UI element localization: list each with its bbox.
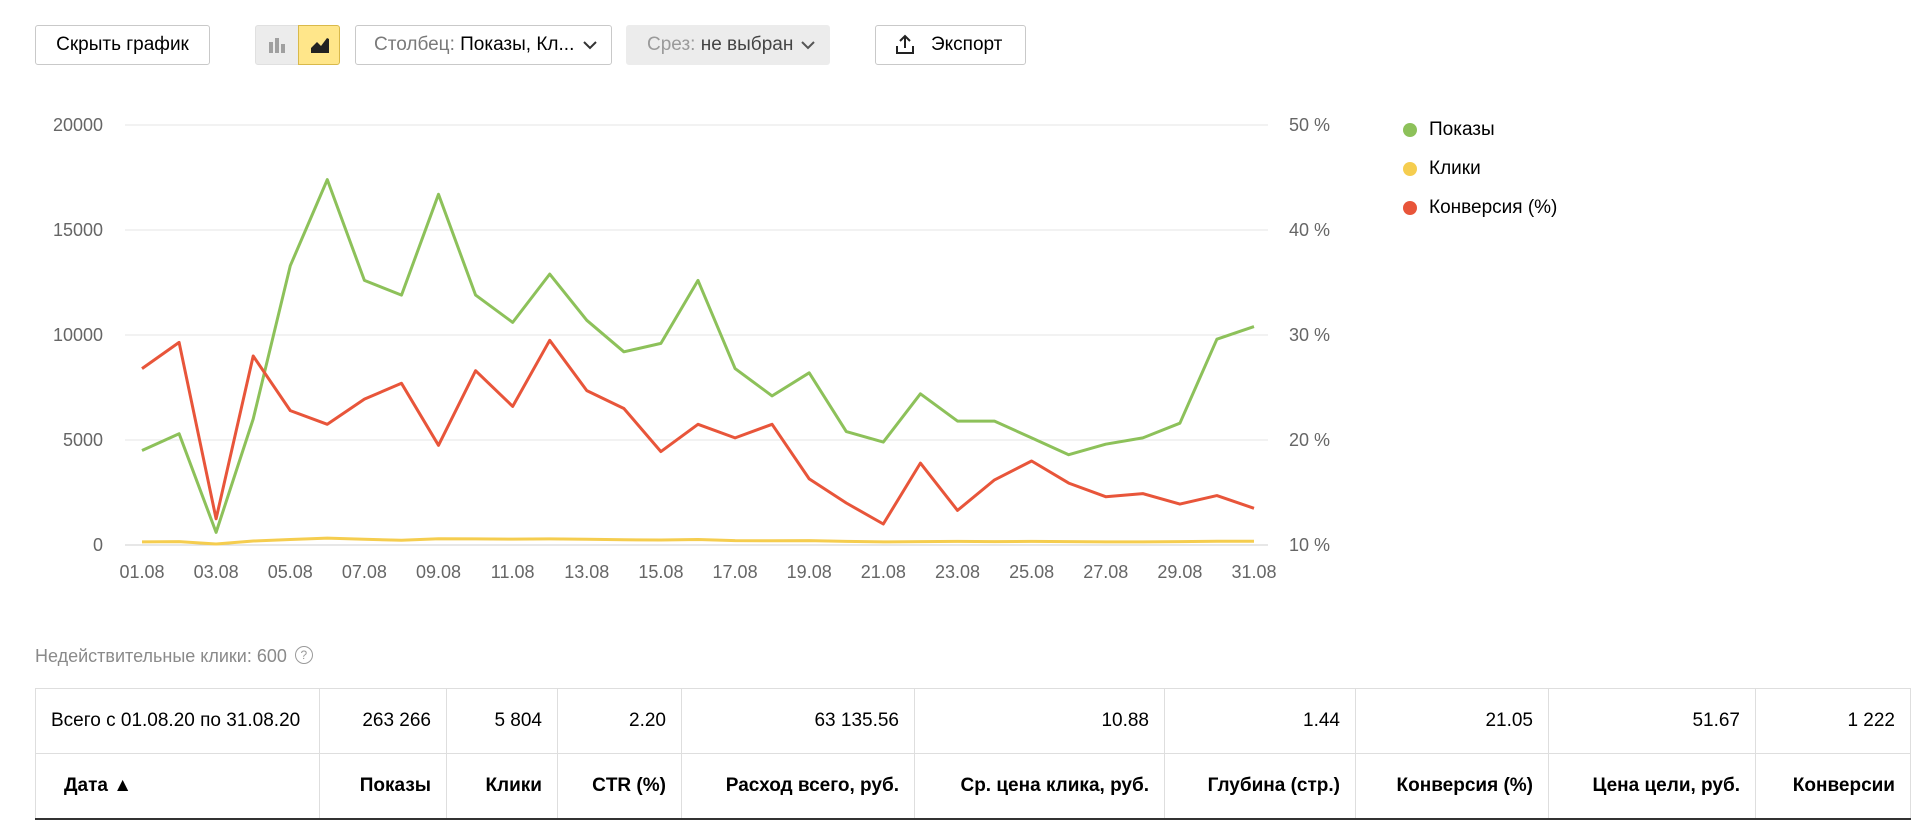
- x-axis-tick-label: 11.08: [491, 562, 535, 582]
- export-icon: [896, 34, 914, 54]
- y-axis-left-tick-label: 5000: [63, 430, 103, 450]
- total-cell: 21.05: [1355, 688, 1549, 754]
- invalid-clicks-label: Недействительные клики: 600: [35, 646, 287, 666]
- area-chart-icon: [311, 38, 329, 53]
- x-axis-tick-label: 09.08: [416, 562, 461, 582]
- y-axis-left-tick-label: 15000: [53, 220, 103, 240]
- total-cell: 263 266: [319, 688, 447, 754]
- stats-table: Всего с 01.08.20 по 31.08.20 263 266 5 8…: [35, 688, 1911, 820]
- help-icon[interactable]: ?: [294, 646, 313, 664]
- invalid-clicks-note: Недействительные клики: 600?: [35, 646, 313, 667]
- column-select[interactable]: Столбец: Показы, Кл...: [355, 25, 612, 65]
- slice-select[interactable]: Срез: не выбран: [626, 25, 830, 65]
- legend-dot: [1403, 162, 1417, 176]
- column-select-prefix: Столбец:: [374, 34, 455, 55]
- line-chart: 20000 50 % 15000 40 % 10000 30 % 5000 20 % 0 10 %…: [53, 115, 1330, 582]
- column-header-ctr[interactable]: CTR (%): [557, 753, 682, 820]
- x-axis-tick-label: 07.08: [342, 562, 387, 582]
- y-axis-right-tick-label: 20 %: [1289, 430, 1330, 450]
- column-header-goal-cost[interactable]: Цена цели, руб.: [1548, 753, 1756, 820]
- series-line: [141, 536, 1254, 546]
- legend-dot: [1403, 123, 1417, 137]
- slice-select-value: не выбран: [700, 34, 794, 55]
- header-row: Дата ▲ Показы Клики CTR (%) Расход всего…: [35, 753, 1911, 820]
- x-axis-tick-label: 31.08: [1231, 562, 1276, 582]
- bar-chart-toggle-button[interactable]: [255, 25, 299, 65]
- y-axis-right-tick-label: 10 %: [1289, 535, 1330, 555]
- hide-chart-button[interactable]: Скрыть график: [35, 25, 210, 65]
- column-header-depth[interactable]: Глубина (стр.): [1164, 753, 1356, 820]
- legend-label: Показы: [1429, 119, 1495, 140]
- column-header-conversions[interactable]: Конверсии: [1755, 753, 1911, 820]
- total-cell: Всего с 01.08.20 по 31.08.20: [35, 688, 320, 754]
- y-axis-left-tick-label: 20000: [53, 115, 103, 135]
- column-header-clicks[interactable]: Клики: [446, 753, 558, 820]
- series-line: [141, 178, 1255, 534]
- x-axis-tick-label: 13.08: [564, 562, 609, 582]
- y-axis-left-tick-label: 0: [93, 535, 103, 555]
- x-axis-tick-label: 01.08: [119, 562, 164, 582]
- slice-select-prefix: Срез:: [647, 34, 696, 55]
- x-axis-tick-label: 25.08: [1009, 562, 1054, 582]
- y-axis-left-tick-label: 10000: [53, 325, 103, 345]
- column-header-impressions[interactable]: Показы: [319, 753, 447, 820]
- y-axis-right-tick-label: 30 %: [1289, 325, 1330, 345]
- export-button[interactable]: Экспорт: [875, 25, 1026, 65]
- x-axis-tick-label: 27.08: [1083, 562, 1128, 582]
- series-line: [141, 338, 1255, 526]
- y-axis-right-tick-label: 50 %: [1289, 115, 1330, 135]
- total-cell: 5 804: [446, 688, 558, 754]
- column-header-spend[interactable]: Расход всего, руб.: [681, 753, 915, 820]
- x-axis-tick-label: 15.08: [638, 562, 683, 582]
- x-axis-tick-label: 29.08: [1157, 562, 1202, 582]
- legend-dot: [1403, 201, 1417, 215]
- y-axis-right-tick-label: 40 %: [1289, 220, 1330, 240]
- total-cell: 63 135.56: [681, 688, 915, 754]
- legend-label: Клики: [1429, 158, 1481, 179]
- column-select-value: Показы, Кл...: [460, 34, 575, 55]
- x-axis-tick-label: 19.08: [787, 562, 832, 582]
- x-axis-tick-label: 05.08: [268, 562, 313, 582]
- x-axis-tick-label: 03.08: [194, 562, 239, 582]
- area-chart-toggle-button[interactable]: [298, 25, 340, 65]
- total-cell: 1 222: [1755, 688, 1911, 754]
- x-axis-tick-label: 17.08: [713, 562, 758, 582]
- column-header-conversion-rate[interactable]: Конверсия (%): [1355, 753, 1549, 820]
- x-axis-tick-label: 21.08: [861, 562, 906, 582]
- total-cell: 2.20: [557, 688, 682, 754]
- x-axis-tick-label: 23.08: [935, 562, 980, 582]
- toolbar: Скрыть график Столбец: Показы, Кл... Сре…: [0, 0, 1920, 90]
- total-cell: 1.44: [1164, 688, 1356, 754]
- column-header-date[interactable]: Дата ▲: [35, 753, 320, 820]
- total-cell: 10.88: [914, 688, 1165, 754]
- bar-chart-icon: [269, 38, 285, 53]
- total-row: Всего с 01.08.20 по 31.08.20 263 266 5 8…: [35, 688, 1911, 754]
- chevron-down-icon: [801, 41, 815, 50]
- chart-type-toggle: [255, 25, 340, 65]
- total-cell: 51.67: [1548, 688, 1756, 754]
- chevron-down-icon: [583, 41, 597, 50]
- export-label: Экспорт: [931, 34, 1003, 55]
- legend-label: Конверсия (%): [1429, 197, 1558, 218]
- column-header-cpc[interactable]: Ср. цена клика, руб.: [914, 753, 1165, 820]
